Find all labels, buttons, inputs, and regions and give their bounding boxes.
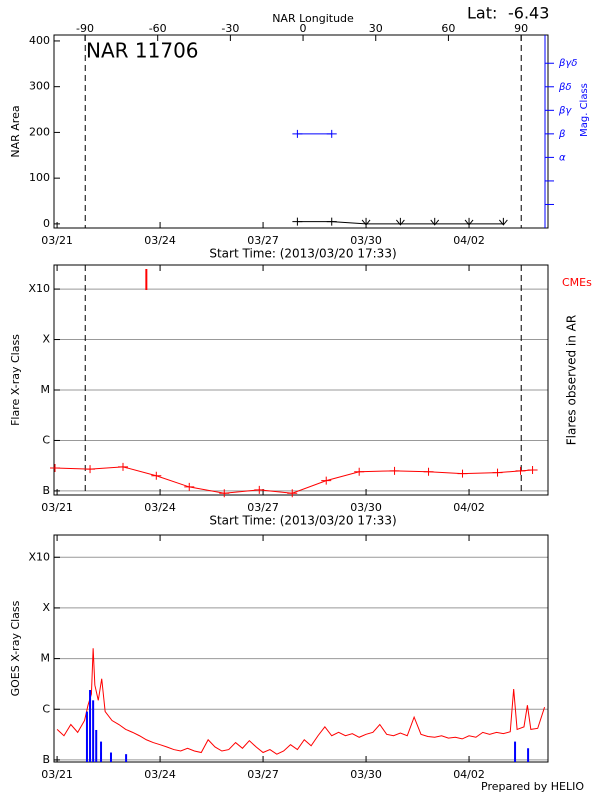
- y2-tick-label: βγδ: [558, 58, 577, 69]
- x2-tick-label: 90: [514, 22, 528, 35]
- flare-bar: [514, 741, 517, 762]
- y2-axis-label: Flares observed in AR: [565, 315, 579, 445]
- data-marker: [361, 217, 371, 226]
- x-tick-label: 03/27: [247, 501, 279, 514]
- y-axis-label: Flare X-ray Class: [9, 334, 22, 426]
- x-tick-label: 03/30: [350, 768, 382, 781]
- flare-bar: [92, 700, 95, 762]
- data-marker: [219, 489, 230, 498]
- y-axis-label: NAR Area: [9, 105, 22, 157]
- y-axis-label: GOES X-ray Class: [9, 600, 22, 696]
- x2-tick-label: 0: [300, 22, 307, 35]
- data-marker: [321, 476, 332, 485]
- y2-tick-label: βγ: [558, 105, 572, 116]
- x-tick-label: 03/21: [41, 768, 73, 781]
- x-tick-label: 03/27: [247, 234, 279, 247]
- x2-tick-label: -60: [149, 22, 167, 35]
- y-tick-label: C: [42, 433, 50, 446]
- y-tick-label: B: [42, 484, 50, 497]
- x-tick-label: 03/27: [247, 768, 279, 781]
- footer: Prepared by HELIO: [481, 780, 584, 793]
- x2-axis-label: NAR Longitude: [272, 12, 354, 25]
- y-tick-label: 400: [29, 34, 50, 47]
- data-marker: [85, 465, 96, 474]
- y-tick-label: 300: [29, 80, 50, 93]
- y-tick-label: 100: [29, 171, 50, 184]
- y2-tick-label: β: [558, 129, 566, 140]
- x-axis-label: Start Time: (2013/03/20 17:33): [209, 514, 396, 528]
- annotation: CMEs: [562, 276, 592, 289]
- data-marker: [464, 217, 474, 226]
- flare-bar: [85, 711, 88, 762]
- x-tick-label: 03/21: [41, 234, 73, 247]
- data-marker: [430, 217, 440, 226]
- x-tick-label: 03/30: [350, 234, 382, 247]
- flare-bar: [89, 689, 92, 762]
- chart-title: NAR 11706: [86, 39, 199, 63]
- y-tick-label: M: [41, 383, 51, 396]
- flare-bar: [109, 752, 112, 762]
- x-axis-label: Start Time: (2013/03/20 17:33): [209, 247, 396, 261]
- y-tick-label: C: [42, 702, 50, 715]
- x-tick-label: 04/02: [453, 234, 485, 247]
- data-marker: [527, 465, 538, 474]
- y2-tick-label: βδ: [558, 82, 572, 93]
- y-tick-label: 200: [29, 125, 50, 138]
- x2-tick-label: 30: [369, 22, 383, 35]
- plot-frame: [53, 534, 549, 763]
- data-marker: [287, 489, 298, 498]
- data-marker: [423, 467, 434, 476]
- lat-label: Lat:: [467, 4, 497, 23]
- data-marker: [395, 217, 405, 226]
- flare-bar: [527, 748, 530, 762]
- y-tick-label: B: [42, 753, 50, 766]
- x2-tick-label: -30: [221, 22, 239, 35]
- data-marker: [184, 482, 195, 491]
- data-marker: [492, 468, 503, 477]
- x-tick-label: 03/24: [144, 234, 176, 247]
- y2-tick-label: α: [559, 152, 566, 163]
- x-tick-label: 04/02: [453, 501, 485, 514]
- x2-tick-label: -90: [76, 22, 94, 35]
- x-tick-label: 04/02: [453, 768, 485, 781]
- x2-tick-label: 60: [441, 22, 455, 35]
- series-line: [55, 466, 533, 494]
- x-tick-label: 03/30: [350, 501, 382, 514]
- data-marker: [389, 466, 400, 475]
- y-tick-label: X: [42, 601, 50, 614]
- x-tick-label: 03/21: [41, 501, 73, 514]
- data-marker: [515, 466, 526, 475]
- y-tick-label: X10: [28, 282, 50, 295]
- x-tick-label: 03/24: [144, 768, 176, 781]
- data-marker: [118, 462, 129, 471]
- data-marker: [254, 485, 265, 494]
- data-marker: [151, 471, 162, 480]
- plot-frame: [53, 34, 549, 229]
- data-marker: [292, 129, 303, 138]
- data-marker: [457, 469, 468, 478]
- plot-frame: [53, 264, 549, 496]
- data-marker: [292, 217, 303, 226]
- flare-bar: [95, 729, 98, 762]
- y-tick-label: X: [42, 333, 50, 346]
- y2-axis-label: Mag. Class: [579, 83, 590, 137]
- data-marker: [326, 129, 337, 138]
- lat-value: -6.43: [508, 4, 549, 23]
- data-marker: [354, 467, 365, 476]
- flare-bar: [100, 741, 103, 762]
- flare-bar: [125, 754, 128, 762]
- data-marker: [498, 217, 508, 226]
- y-tick-label: 0: [43, 217, 50, 230]
- x-tick-label: 03/24: [144, 501, 176, 514]
- series-line: [56, 648, 546, 755]
- y-tick-label: M: [41, 652, 51, 665]
- data-marker: [50, 463, 61, 472]
- data-marker: [326, 217, 337, 226]
- y-tick-label: X10: [28, 550, 50, 563]
